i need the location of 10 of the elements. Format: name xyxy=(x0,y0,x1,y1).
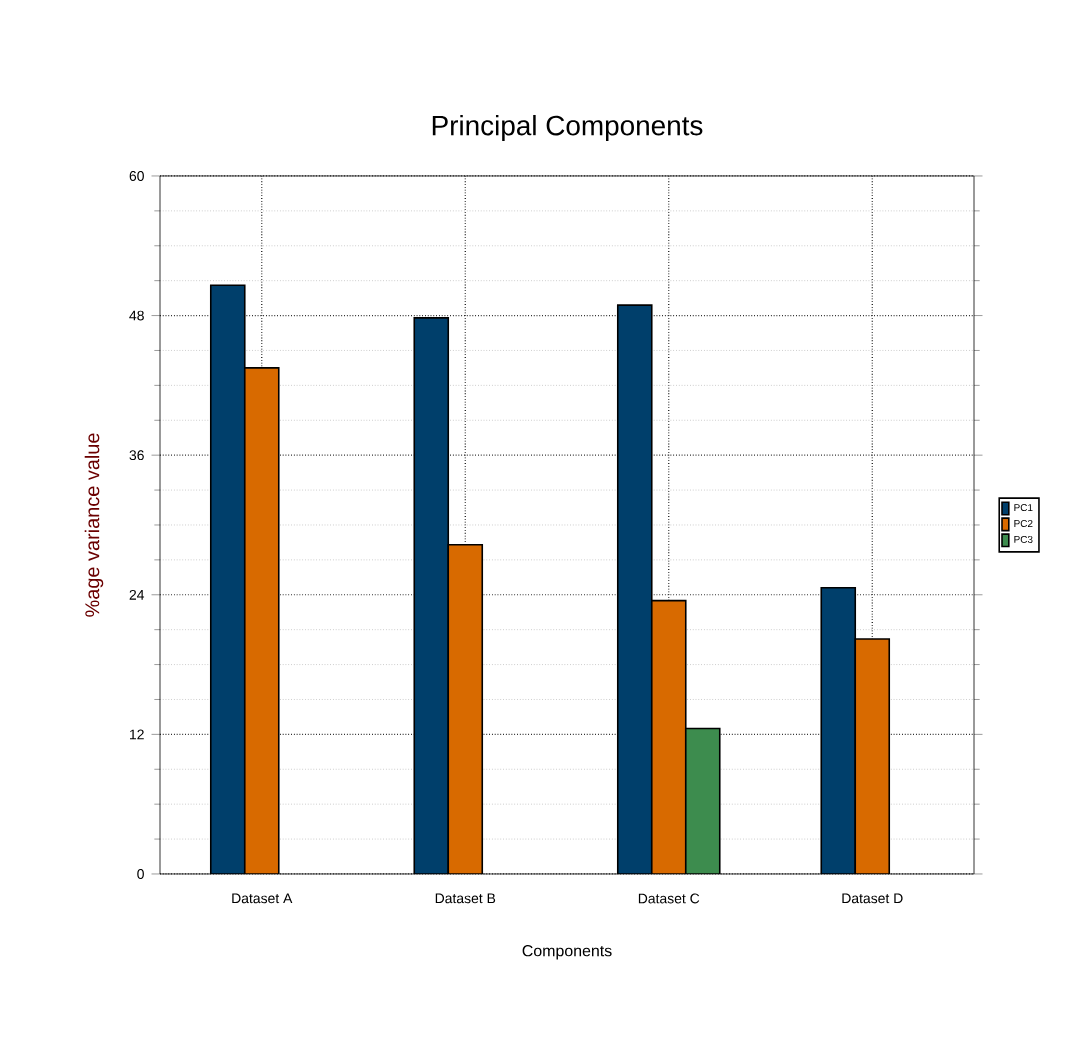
bar xyxy=(447,543,484,874)
bar xyxy=(243,367,280,874)
bar xyxy=(854,638,891,874)
y-axis-title: %age variance value xyxy=(84,433,104,617)
chart-title: Principal Components xyxy=(432,114,703,141)
bar xyxy=(209,284,246,874)
bar xyxy=(650,599,687,874)
bar xyxy=(820,586,857,874)
bar xyxy=(413,317,450,874)
bar xyxy=(616,304,653,874)
